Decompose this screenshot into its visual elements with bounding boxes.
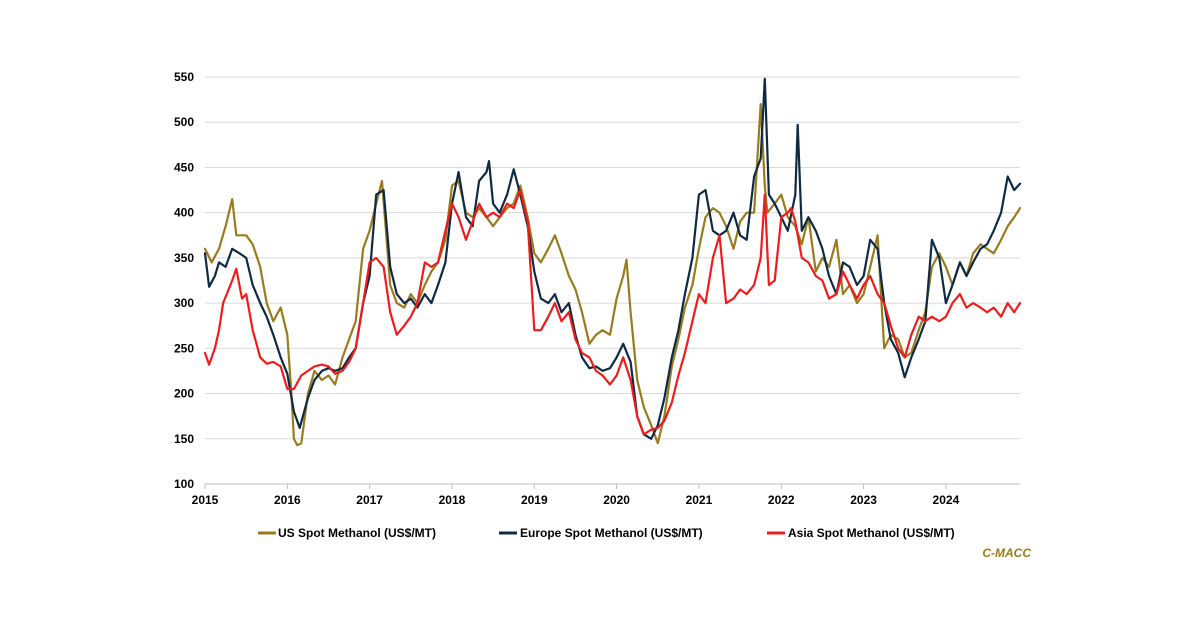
legend-item-europe: Europe Spot Methanol (US$/MT) xyxy=(499,526,703,540)
legend: US Spot Methanol (US$/MT) Europe Spot Me… xyxy=(258,526,955,540)
x-tick-label: 2024 xyxy=(933,493,960,507)
legend-label-europe: Europe Spot Methanol (US$/MT) xyxy=(520,526,703,540)
gridlines xyxy=(205,76,1020,440)
y-tick-label: 550 xyxy=(174,70,194,84)
x-tick-label: 2019 xyxy=(521,493,548,507)
x-tick-label: 2022 xyxy=(768,493,795,507)
series-line-asia xyxy=(203,189,1022,436)
y-tick-label: 400 xyxy=(174,206,194,220)
legend-label-asia: Asia Spot Methanol (US$/MT) xyxy=(788,526,955,540)
y-tick-label: 150 xyxy=(174,432,194,446)
y-tick-label: 500 xyxy=(174,115,194,129)
y-tick-label: 200 xyxy=(174,387,194,401)
series-line-europe xyxy=(203,77,1022,440)
x-tick-label: 2023 xyxy=(850,493,877,507)
x-tick-label: 2021 xyxy=(686,493,713,507)
data-series xyxy=(203,77,1022,447)
x-axis-tick-labels: 2015 2016 2017 2018 2019 2020 2021 2022 2023 2024 xyxy=(192,484,960,507)
x-tick-label: 2017 xyxy=(356,493,383,507)
x-tick-label: 2015 xyxy=(192,493,219,507)
source-label: C-MACC xyxy=(982,546,1031,560)
y-tick-label: 350 xyxy=(174,251,194,265)
x-tick-label: 2020 xyxy=(603,493,630,507)
series-line-us xyxy=(203,103,1022,447)
y-tick-label: 300 xyxy=(174,296,194,310)
y-axis-tick-labels: 100 150 200 250 300 350 400 450 500 550 xyxy=(174,70,194,491)
legend-item-asia: Asia Spot Methanol (US$/MT) xyxy=(767,526,955,540)
x-tick-label: 2016 xyxy=(274,493,301,507)
legend-label-us: US Spot Methanol (US$/MT) xyxy=(278,526,436,540)
y-tick-label: 100 xyxy=(174,477,194,491)
y-tick-label: 450 xyxy=(174,160,194,174)
y-tick-label: 250 xyxy=(174,341,194,355)
legend-item-us: US Spot Methanol (US$/MT) xyxy=(258,526,436,540)
x-tick-label: 2018 xyxy=(439,493,466,507)
